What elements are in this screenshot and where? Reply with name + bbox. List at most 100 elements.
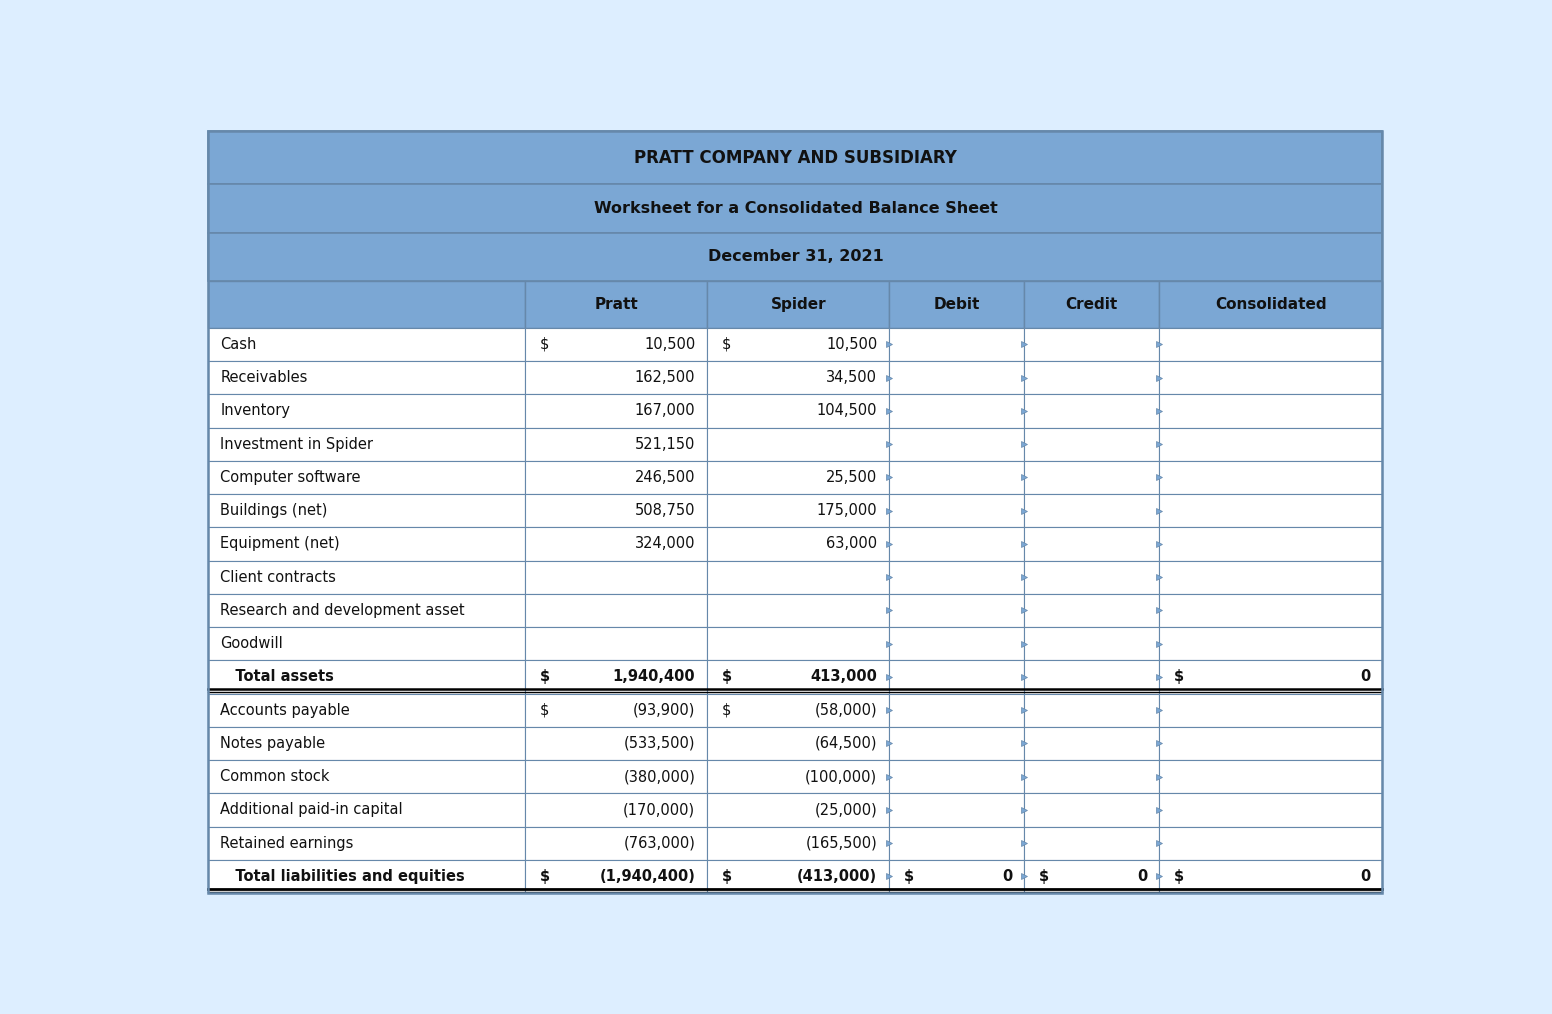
Text: Pratt: Pratt bbox=[594, 297, 638, 312]
Text: Total liabilities and equities: Total liabilities and equities bbox=[220, 869, 466, 884]
Bar bbox=[208, 460, 526, 494]
Text: (165,500): (165,500) bbox=[805, 836, 877, 851]
Bar bbox=[1159, 394, 1383, 428]
Text: Additional paid-in capital: Additional paid-in capital bbox=[220, 802, 404, 817]
Bar bbox=[1159, 361, 1383, 394]
Bar bbox=[708, 527, 889, 561]
Bar bbox=[708, 428, 889, 460]
Text: $: $ bbox=[722, 703, 731, 718]
Bar bbox=[1159, 793, 1383, 826]
Text: (380,000): (380,000) bbox=[624, 770, 695, 784]
Bar bbox=[526, 361, 708, 394]
Bar bbox=[1024, 460, 1159, 494]
Bar bbox=[208, 660, 526, 694]
Bar bbox=[208, 627, 526, 660]
Text: Consolidated: Consolidated bbox=[1215, 297, 1327, 312]
Text: (58,000): (58,000) bbox=[815, 703, 877, 718]
Text: Investment in Spider: Investment in Spider bbox=[220, 437, 374, 451]
Bar bbox=[208, 494, 526, 527]
Bar bbox=[708, 494, 889, 527]
Text: Computer software: Computer software bbox=[220, 469, 362, 485]
Bar bbox=[526, 428, 708, 460]
Text: Research and development asset: Research and development asset bbox=[220, 603, 466, 618]
Text: Common stock: Common stock bbox=[220, 770, 331, 784]
Bar bbox=[208, 727, 526, 760]
Bar bbox=[1024, 428, 1159, 460]
Text: (413,000): (413,000) bbox=[798, 869, 877, 884]
Text: (1,940,400): (1,940,400) bbox=[599, 869, 695, 884]
Text: Buildings (net): Buildings (net) bbox=[220, 503, 327, 518]
Bar bbox=[1024, 361, 1159, 394]
Text: 0: 0 bbox=[1003, 869, 1012, 884]
Text: Cash: Cash bbox=[220, 337, 256, 352]
Bar bbox=[208, 281, 526, 328]
Bar bbox=[1024, 627, 1159, 660]
Text: 1,940,400: 1,940,400 bbox=[613, 669, 695, 684]
Bar bbox=[208, 361, 526, 394]
Bar bbox=[708, 281, 889, 328]
Bar bbox=[1159, 694, 1383, 727]
Text: 521,150: 521,150 bbox=[635, 437, 695, 451]
Text: 508,750: 508,750 bbox=[635, 503, 695, 518]
Text: 246,500: 246,500 bbox=[635, 469, 695, 485]
Bar bbox=[1159, 826, 1383, 860]
Bar bbox=[208, 561, 526, 594]
Text: (25,000): (25,000) bbox=[815, 802, 877, 817]
Bar bbox=[889, 826, 1024, 860]
Text: 167,000: 167,000 bbox=[635, 404, 695, 419]
Bar bbox=[708, 594, 889, 627]
Bar bbox=[526, 826, 708, 860]
Bar bbox=[889, 394, 1024, 428]
Bar bbox=[708, 826, 889, 860]
Text: 25,500: 25,500 bbox=[826, 469, 877, 485]
Bar bbox=[889, 860, 1024, 893]
Bar bbox=[208, 394, 526, 428]
Text: 0: 0 bbox=[1360, 669, 1370, 684]
Text: 413,000: 413,000 bbox=[810, 669, 877, 684]
Bar bbox=[1024, 727, 1159, 760]
Text: 104,500: 104,500 bbox=[816, 404, 877, 419]
Bar bbox=[208, 860, 526, 893]
Text: Equipment (net): Equipment (net) bbox=[220, 536, 340, 552]
Bar bbox=[889, 660, 1024, 694]
Bar bbox=[708, 394, 889, 428]
Text: 34,500: 34,500 bbox=[826, 370, 877, 385]
Bar bbox=[889, 793, 1024, 826]
Bar bbox=[1024, 594, 1159, 627]
Bar bbox=[1159, 428, 1383, 460]
Bar bbox=[526, 394, 708, 428]
Text: Total assets: Total assets bbox=[220, 669, 334, 684]
Text: (763,000): (763,000) bbox=[624, 836, 695, 851]
Bar bbox=[526, 527, 708, 561]
Text: 0: 0 bbox=[1360, 869, 1370, 884]
Bar bbox=[889, 494, 1024, 527]
Text: (533,500): (533,500) bbox=[624, 736, 695, 751]
Text: Debit: Debit bbox=[934, 297, 979, 312]
Bar bbox=[208, 694, 526, 727]
Text: Credit: Credit bbox=[1066, 297, 1117, 312]
Bar bbox=[708, 760, 889, 793]
Bar bbox=[889, 281, 1024, 328]
Bar bbox=[526, 594, 708, 627]
Text: December 31, 2021: December 31, 2021 bbox=[708, 249, 883, 265]
Text: $: $ bbox=[722, 669, 733, 684]
Bar bbox=[208, 826, 526, 860]
Bar bbox=[1159, 760, 1383, 793]
Bar bbox=[1159, 627, 1383, 660]
Text: $: $ bbox=[1173, 669, 1184, 684]
Bar bbox=[1024, 760, 1159, 793]
Bar bbox=[526, 561, 708, 594]
Bar bbox=[526, 694, 708, 727]
Text: PRATT COMPANY AND SUBSIDIARY: PRATT COMPANY AND SUBSIDIARY bbox=[633, 149, 958, 166]
Bar bbox=[526, 860, 708, 893]
Bar bbox=[708, 860, 889, 893]
Text: $: $ bbox=[1173, 869, 1184, 884]
Text: (64,500): (64,500) bbox=[815, 736, 877, 751]
Text: Worksheet for a Consolidated Balance Sheet: Worksheet for a Consolidated Balance She… bbox=[593, 201, 998, 216]
Bar bbox=[708, 793, 889, 826]
Bar bbox=[1024, 793, 1159, 826]
Bar bbox=[1159, 460, 1383, 494]
Text: Receivables: Receivables bbox=[220, 370, 307, 385]
Bar bbox=[526, 727, 708, 760]
Text: $: $ bbox=[540, 869, 549, 884]
